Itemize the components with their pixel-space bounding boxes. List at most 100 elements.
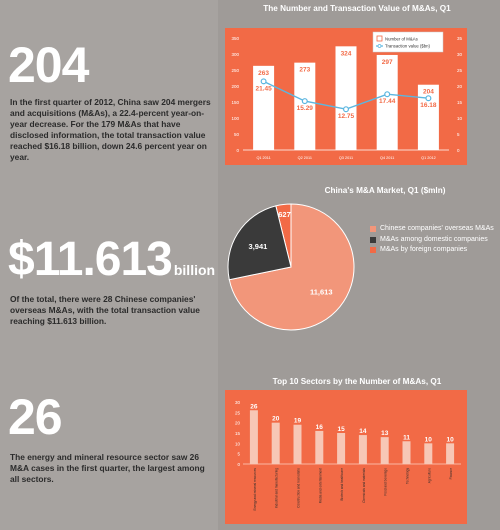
chart1-bar <box>417 84 439 150</box>
pie-value-label: 3,941 <box>249 242 268 251</box>
chart3-xtick: Chemicals and materials <box>362 468 366 503</box>
chart1-line-point <box>342 106 349 113</box>
chart1-legend-label-bar: Number of M&As <box>385 37 418 42</box>
stat-energy-sector: 26 <box>8 389 63 445</box>
chart3-ytick: 5 <box>237 452 240 457</box>
chart3-bar-label: 19 <box>294 418 302 425</box>
chart1-xtick: Q2 2011 <box>298 156 312 160</box>
highlights-panel <box>0 0 218 530</box>
chart1-legend-swatch-bar <box>376 35 383 42</box>
chart3-bar-label: 10 <box>446 436 454 443</box>
chart3-bar <box>446 443 455 464</box>
chart1-bar-label: 297 <box>382 59 393 66</box>
chart3-bar <box>380 437 389 464</box>
chart1-xtick: Q1 2011 <box>256 156 270 160</box>
chart1-bar <box>253 65 275 150</box>
chart3-bar-label: 26 <box>250 403 258 410</box>
legend-swatch <box>370 236 376 243</box>
stat-total-ma-text: In the first quarter of 2012, China saw … <box>10 97 211 162</box>
legend-swatch <box>370 247 376 254</box>
chart3-ytick: 25 <box>235 410 241 415</box>
pie-slice <box>227 205 292 281</box>
chart3-bar-label: 16 <box>316 424 324 431</box>
chart3-bar-label: 15 <box>337 426 345 433</box>
chart1-ytick-left: 200 <box>231 84 239 89</box>
chart3-bar-label: 10 <box>425 436 433 443</box>
stat-energy-text: The energy and mineral resource sector s… <box>10 452 205 484</box>
chart1-legend-swatch-dot <box>377 44 382 48</box>
pie-legend-label-domestic: M&As among domestic companies <box>380 235 488 243</box>
chart3-title: Top 10 Sectors by the Number of M&As, Q1 <box>272 377 442 386</box>
chart1-ytick-right: 20 <box>457 84 463 89</box>
chart1-ytick-right: 0 <box>457 148 460 153</box>
chart3-bar <box>315 430 324 464</box>
chart1-ytick-left: 50 <box>234 132 240 137</box>
chart1-bar <box>335 46 357 150</box>
pie-slice <box>228 203 355 331</box>
chart1-ytick-left: 250 <box>231 68 239 73</box>
chart1-line-point <box>384 91 391 98</box>
chart3-bar <box>293 424 302 464</box>
chart3-xtick: Finance <box>449 468 453 480</box>
chart1-line-label: 17.44 <box>379 98 396 105</box>
chart1-line-point <box>425 95 432 102</box>
chart3-bar-label: 20 <box>272 416 280 423</box>
chart1-line-label: 21.45 <box>255 85 272 92</box>
chart1-legend-label-line: Transaction value ($bn) <box>385 44 431 49</box>
pie-legend-item: M&As among domestic companies <box>370 235 494 246</box>
chart1-line-point <box>301 98 308 105</box>
chart3-xtick: Energy and mineral resources <box>253 468 257 511</box>
chart1-title: The Number and Transaction Value of M&As… <box>263 4 451 13</box>
chart1-xtick: Q3 2011 <box>339 156 353 160</box>
chart1-ytick-left: 0 <box>236 148 239 153</box>
chart3-ytick: 30 <box>235 400 241 405</box>
chart1-ytick-right: 25 <box>457 68 463 73</box>
ma-market-pie: 627 11,613 3,941 <box>227 203 355 331</box>
stat-overseas-value-number: $11.613 <box>8 233 173 286</box>
chart3-bar <box>337 433 346 464</box>
chart1-line-point <box>260 78 267 85</box>
legend-swatch <box>370 226 376 233</box>
chart1-xtick: Q4 2011 <box>380 156 394 160</box>
chart3-bar-label: 13 <box>381 430 389 437</box>
pie-value-label: 627 <box>278 210 291 219</box>
chart3-bar <box>358 435 367 464</box>
pie-value-label: 11,613 <box>310 288 333 297</box>
stat-overseas-text: Of the total, there were 28 Chinese comp… <box>10 294 200 326</box>
chart1-ytick-left: 150 <box>231 100 239 105</box>
chart1-bar-label: 204 <box>423 89 434 96</box>
chart3-xtick: Biotech and healthcare <box>340 468 344 501</box>
chart1-ytick-right: 5 <box>457 132 460 137</box>
chart1-bar-label: 324 <box>341 50 352 57</box>
chart3-xtick: Technology <box>406 468 410 485</box>
chart1-ytick-left: 100 <box>231 116 239 121</box>
chart3-bar <box>271 422 280 464</box>
chart1-bar <box>294 62 316 150</box>
chart3-xtick: Food and beverage <box>384 468 388 496</box>
chart1-ytick-left: 350 <box>231 36 239 41</box>
chart3-ytick: 10 <box>235 441 241 446</box>
chart3-ytick: 20 <box>235 421 241 426</box>
chart3-bar <box>249 410 258 464</box>
chart3-ytick: 15 <box>235 431 241 436</box>
chart1-ytick-right: 30 <box>457 52 463 57</box>
chart3-xtick: Construction and real estate <box>297 468 301 508</box>
chart1-line-label: 15.29 <box>297 105 314 112</box>
chart3-xtick: Agriculture <box>427 468 431 483</box>
chart1-ytick-left: 300 <box>231 52 239 57</box>
chart1-bar <box>376 54 398 150</box>
chart3-xtick: Media and entertainment <box>318 468 322 503</box>
chart1-line-label: 12.75 <box>338 113 355 120</box>
pie-legend-label-foreign: M&As by foreign companies <box>380 246 468 253</box>
chart1-ytick-right: 35 <box>457 36 463 41</box>
chart3-bar-label: 14 <box>359 428 367 435</box>
chart1-line-label: 16.18 <box>420 102 437 109</box>
quarterly-ma-chart: 35030025020015010050035302520151050263Q1… <box>225 28 467 165</box>
chart3-bar-label: 11 <box>403 434 410 441</box>
chart1-ytick-right: 15 <box>457 100 463 105</box>
pie-legend: Chinese companies' overseas M&As M&As am… <box>370 224 494 256</box>
chart3-xtick: Industrial and manufacturing <box>275 468 279 508</box>
chart1-ytick-right: 10 <box>457 116 463 121</box>
pie-legend-label-overseas: Chinese companies' overseas M&As <box>380 225 494 232</box>
pie-legend-item: Chinese companies' overseas M&As <box>370 224 494 235</box>
